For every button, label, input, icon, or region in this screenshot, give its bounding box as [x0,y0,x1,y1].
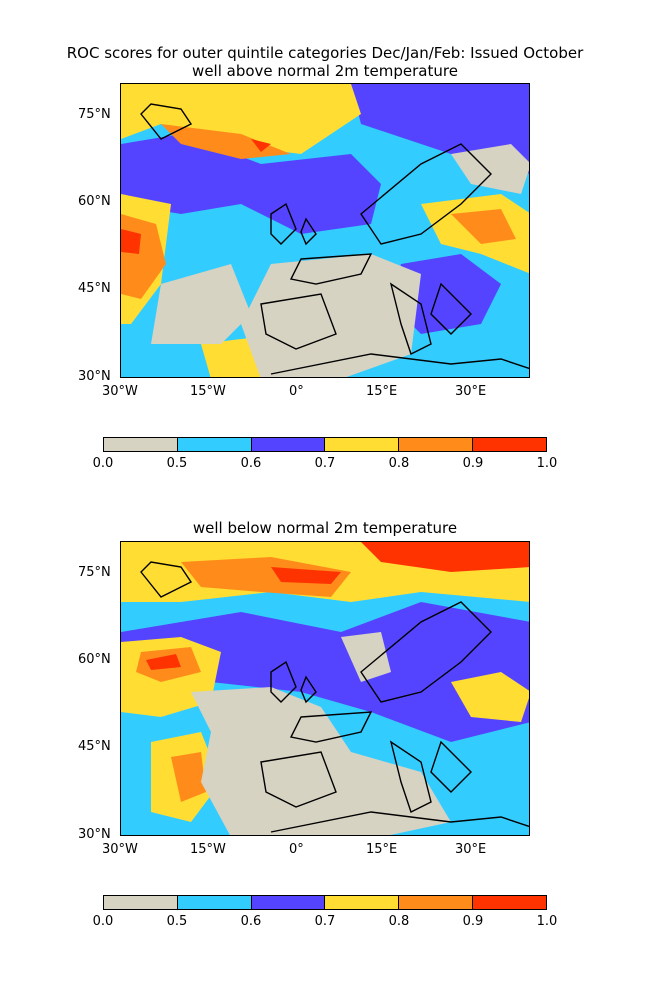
panel-1-map [120,83,530,378]
panel-1-lon-label: 30°E [455,384,487,399]
colorbar-tick: 1.0 [536,914,558,929]
panel-1-lon-label: 0° [289,384,304,399]
colorbar-segment [473,896,546,909]
panel-1-title: well above normal 2m temperature [192,62,458,80]
panel-2-lat-label: 30°N [78,827,111,842]
panel-1-lat-label: 45°N [78,281,111,296]
colorbar-tick: 0.7 [314,914,336,929]
panel-1-lon-label: 30°W [102,384,138,399]
colorbar-segment [177,896,252,909]
colorbar-segment [399,896,474,909]
panel-1-lon-label: 15°E [366,384,398,399]
colorbar-tick: 0.8 [388,456,410,471]
colorbar-segment [177,438,252,451]
colorbar-tick: 0.6 [240,914,262,929]
colorbar-tick: 0.9 [462,456,484,471]
panel-2-lat-label: 75°N [78,565,111,580]
panel-2-colorbar [103,895,547,910]
colorbar-segment [104,896,178,909]
panel-2-lon-label: 0° [289,842,304,857]
panel-2-lat-label: 60°N [78,652,111,667]
colorbar-segment [325,438,400,451]
panel-1-colorbar [103,437,547,452]
colorbar-tick: 0.5 [166,456,188,471]
colorbar-segment [251,896,326,909]
colorbar-tick: 0.8 [388,914,410,929]
panel-2-lon-label: 15°E [366,842,398,857]
colorbar-tick: 0.0 [92,456,114,471]
colorbar-segment [399,438,474,451]
colorbar-tick: 0.9 [462,914,484,929]
colorbar-segment [473,438,546,451]
colorbar-segment [104,438,178,451]
colorbar-tick: 0.0 [92,914,114,929]
panel-2-title: well below normal 2m temperature [192,519,458,537]
panel-1-lat-label: 75°N [78,107,111,122]
colorbar-tick: 1.0 [536,456,558,471]
panel-2-lon-label: 15°W [190,842,226,857]
panel-1-lat-label: 30°N [78,369,111,384]
colorbar-tick: 0.6 [240,456,262,471]
colorbar-tick: 0.5 [166,914,188,929]
colorbar-segment [325,896,400,909]
panel-2-lat-label: 45°N [78,739,111,754]
panel-2-lon-label: 30°W [102,842,138,857]
colorbar-tick: 0.7 [314,456,336,471]
colorbar-segment [251,438,326,451]
panel-2-map [120,541,530,836]
panel-1-lon-label: 15°W [190,384,226,399]
figure-title: ROC scores for outer quintile categories… [66,44,584,62]
panel-2-lon-label: 30°E [455,842,487,857]
panel-1-lat-label: 60°N [78,194,111,209]
